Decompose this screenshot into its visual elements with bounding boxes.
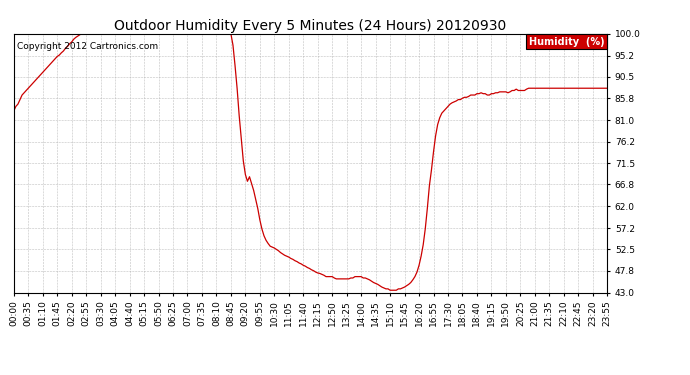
Title: Outdoor Humidity Every 5 Minutes (24 Hours) 20120930: Outdoor Humidity Every 5 Minutes (24 Hou… xyxy=(115,19,506,33)
Text: Humidity  (%): Humidity (%) xyxy=(529,36,604,46)
Text: Copyright 2012 Cartronics.com: Copyright 2012 Cartronics.com xyxy=(17,42,158,51)
